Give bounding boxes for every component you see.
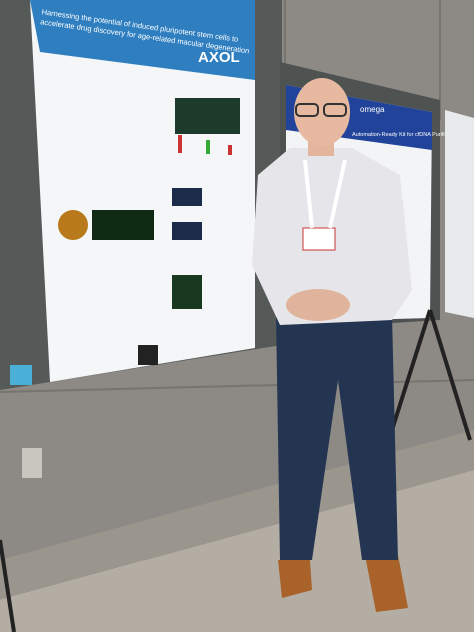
microscopy-image bbox=[175, 98, 240, 134]
glasses bbox=[295, 103, 319, 117]
shoe bbox=[365, 555, 408, 612]
wall-seam bbox=[0, 379, 474, 393]
poster-logo: AXOL bbox=[198, 49, 240, 66]
poster-logo: omega bbox=[360, 105, 385, 114]
easel-leg bbox=[0, 539, 16, 632]
lanyard bbox=[328, 159, 347, 229]
glasses bbox=[323, 103, 347, 117]
poster bbox=[445, 110, 474, 318]
poster-header bbox=[30, 0, 255, 80]
shoe bbox=[278, 560, 312, 598]
chart-thumbnail bbox=[206, 140, 210, 154]
easel-leg bbox=[390, 309, 432, 431]
microscopy-image bbox=[172, 188, 202, 206]
microscopy-image bbox=[92, 210, 154, 240]
microscopy-image bbox=[58, 210, 88, 240]
chart-thumbnail bbox=[228, 145, 232, 155]
head bbox=[294, 78, 350, 146]
poster-title: Automation-Ready Kit for cfDNA Purificat… bbox=[352, 132, 459, 138]
card-holder bbox=[10, 365, 32, 385]
microscopy-image bbox=[172, 275, 202, 309]
easel-leg bbox=[428, 309, 472, 441]
wall-outlet bbox=[22, 448, 42, 478]
chart-thumbnail bbox=[178, 135, 182, 153]
hands bbox=[286, 289, 350, 321]
microscopy-image bbox=[172, 222, 202, 240]
lanyard bbox=[303, 159, 314, 229]
qr-code bbox=[138, 345, 158, 365]
name-badge bbox=[302, 227, 336, 251]
jeans bbox=[276, 315, 398, 560]
